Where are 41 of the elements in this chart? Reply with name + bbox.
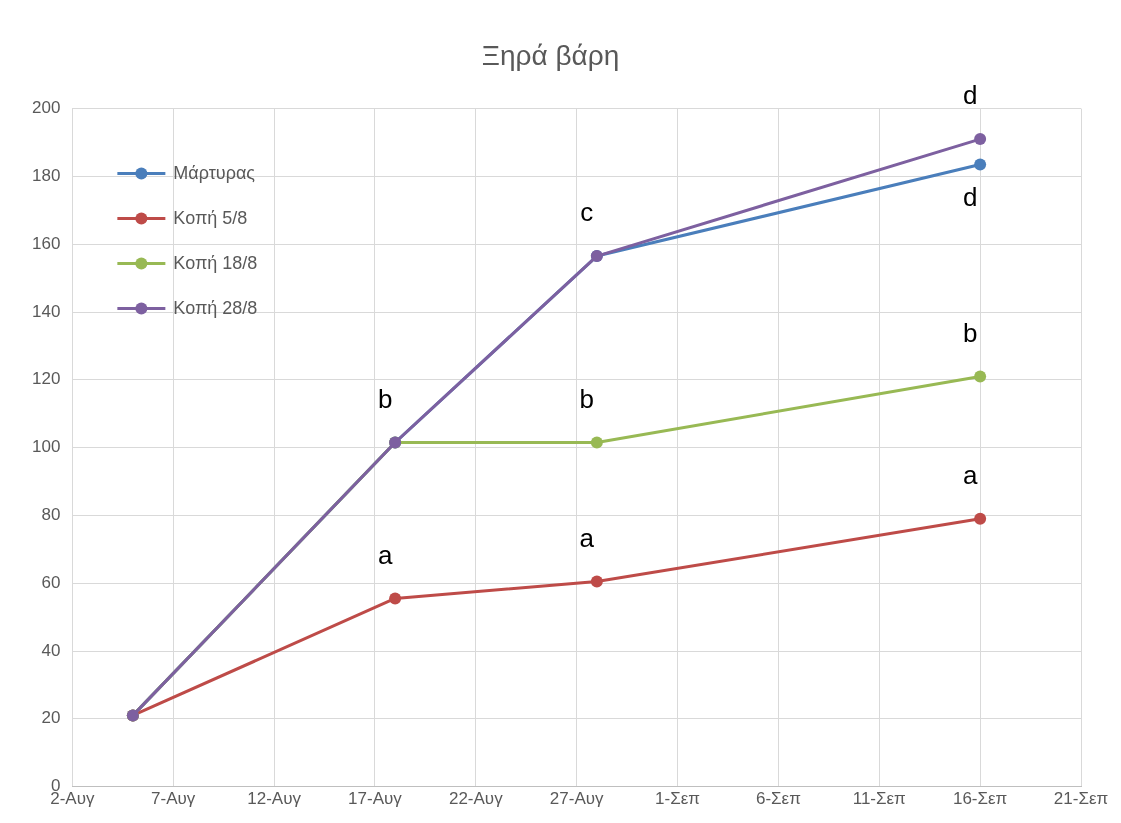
y-tick-label: 100 (31, 437, 61, 457)
y-tick-label: 200 (31, 98, 61, 118)
x-tick-label: 17-Αυγ (348, 789, 403, 809)
legend-label: Κοπή 28/8 (173, 297, 258, 318)
point (590, 436, 603, 449)
y-tick-label: 20 (41, 708, 61, 728)
x-tick-label: 22-Αυγ (448, 789, 504, 809)
annotation: c (580, 197, 594, 228)
y-tick-label: 40 (41, 640, 61, 660)
point (974, 133, 987, 146)
point (389, 592, 402, 605)
point (974, 512, 987, 525)
annotation: b (377, 383, 393, 414)
x-tick-label: 6-Σεπ (755, 789, 801, 809)
x-tick-label: 7-Αυγ (151, 789, 196, 809)
y-tick-label: 120 (31, 369, 61, 389)
x-tick-label: 11-Σεπ (852, 789, 906, 809)
legend-label: Κοπή 5/8 (173, 207, 248, 228)
legend-label: Κοπή 18/8 (173, 252, 258, 273)
y-tick-label: 180 (31, 166, 61, 186)
y-tick-label: 60 (41, 572, 61, 592)
x-tick-label: 21-Σεπ (1053, 789, 1109, 809)
y-tick-label: 140 (31, 301, 61, 321)
legend-label: Μάρτυρας (173, 162, 256, 183)
annotation: d (962, 80, 978, 111)
point (974, 370, 987, 383)
annotation: b (579, 383, 595, 414)
y-tick-label: 160 (31, 233, 61, 253)
annotation: a (377, 539, 393, 570)
annotation: a (962, 459, 978, 490)
annotation: d (962, 181, 978, 212)
x-tick-label: 1-Σεπ (655, 789, 701, 809)
y-tick-label: 80 (41, 505, 61, 525)
x-tick-label: 12-Αυγ (247, 789, 302, 809)
chart-title: Ξηρά βάρη (481, 39, 620, 71)
x-tick-label: 27-Αυγ (549, 789, 605, 809)
point (974, 158, 987, 171)
x-tick-label: 16-Σεπ (952, 789, 1008, 809)
point (590, 575, 603, 588)
annotation: a (579, 522, 595, 553)
annotation: b (962, 317, 978, 348)
